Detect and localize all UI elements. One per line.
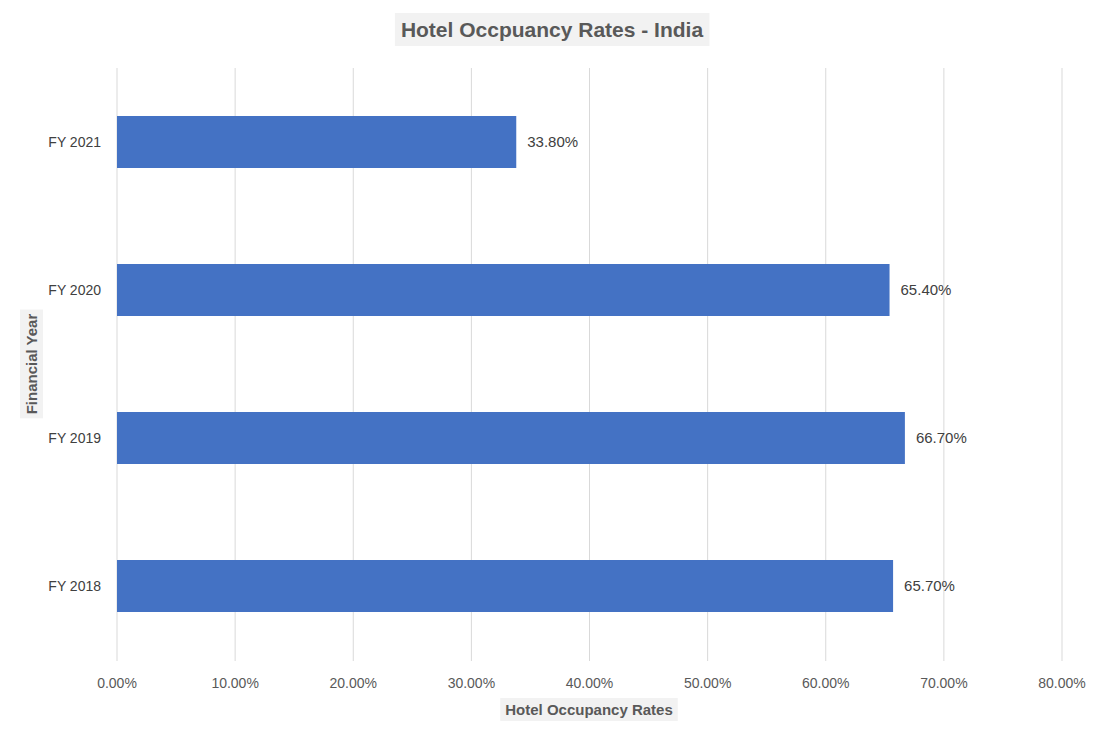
y-label-group: Financial Year: [20, 310, 43, 419]
x-label-box: [500, 698, 678, 721]
bar: [117, 560, 893, 612]
tick-label: 30.00%: [448, 675, 495, 691]
data-label: 65.70%: [904, 577, 955, 594]
tick-label: 60.00%: [802, 675, 849, 691]
data-label: 65.40%: [901, 281, 952, 298]
bar: [117, 264, 890, 316]
bar: [117, 116, 516, 168]
background: [0, 0, 1104, 739]
y-label-box: [20, 310, 43, 419]
tick-label: 0.00%: [97, 675, 137, 691]
bar: [117, 412, 905, 464]
tick-label: 70.00%: [920, 675, 967, 691]
category-label: FY 2020: [48, 282, 101, 298]
bars: [117, 116, 905, 612]
grid-line: [1062, 68, 1063, 661]
tick-label: 50.00%: [684, 675, 731, 691]
category-label: FY 2018: [48, 578, 101, 594]
x-axis-label: Hotel Occupancy Rates: [505, 701, 673, 718]
data-label: 66.70%: [916, 429, 967, 446]
y-axis-label: Financial Year: [23, 314, 40, 415]
title: Hotel Occpuancy Rates - India: [401, 18, 704, 41]
data-label: 33.80%: [527, 133, 578, 150]
tick-label: 80.00%: [1038, 675, 1085, 691]
title-box: [395, 13, 710, 46]
grid-line: [943, 68, 944, 661]
category-label: FY 2019: [48, 430, 101, 446]
chart: 0.00% 10.00% 20.00% 30.00% 40.00% 50.00% 60.00…: [0, 0, 1104, 739]
tick-label: 40.00%: [566, 675, 613, 691]
tick-label: 20.00%: [330, 675, 377, 691]
category-label: FY 2021: [48, 134, 101, 150]
tick-label: 10.00%: [211, 675, 258, 691]
